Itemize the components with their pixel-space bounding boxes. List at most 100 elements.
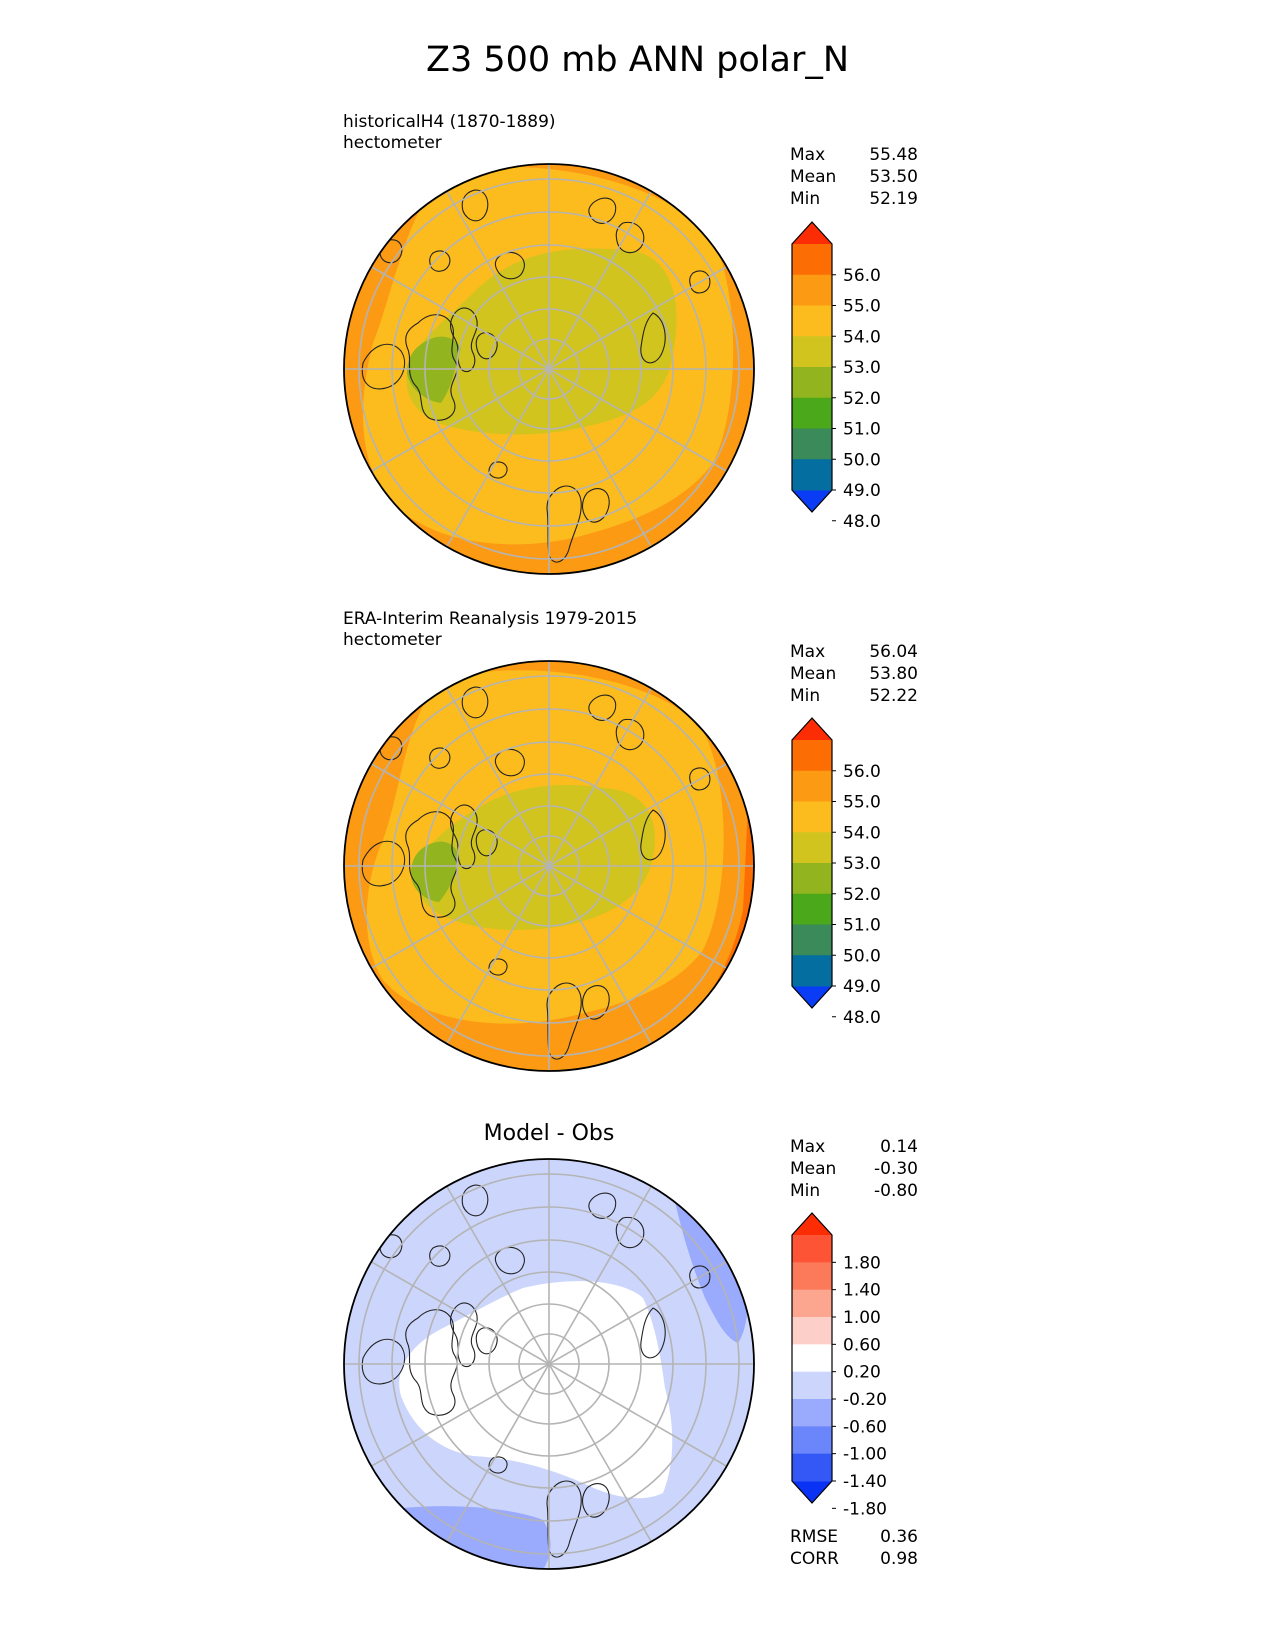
panel1-colorbar-swatch xyxy=(792,459,832,491)
panel3-colorbar-swatch xyxy=(792,1399,832,1427)
panel3-colorbar-tick-label: 1.80 xyxy=(843,1253,881,1273)
panel3-colorbar-swatch xyxy=(792,1371,832,1400)
panel1-min-value: 52.19 xyxy=(869,189,918,209)
panel2-colorbar-swatch xyxy=(792,863,832,895)
panel3-title: Model - Obs xyxy=(483,1121,615,1146)
panel2-colorbar: 56.0 55.0 54.0 53.0 52.0 51.0 50.0 49.0 48.0 xyxy=(791,717,881,1028)
panel2-colorbar-swatch xyxy=(792,801,832,833)
panel3-colorbar-swatch xyxy=(792,1235,832,1263)
panel3-metrics: RMSE 0.36 CORR 0.98 xyxy=(790,1526,918,1570)
panel3-corr-label: CORR xyxy=(790,1549,839,1569)
panel1-mean-value: 53.50 xyxy=(869,167,918,187)
panel1-stats: Max 55.48 Mean 53.50 Min 52.19 xyxy=(790,144,918,210)
panel1-max-value: 55.48 xyxy=(869,145,918,165)
panel2-colorbar-extend-bottom xyxy=(792,986,832,1008)
panel3-colorbar-swatch xyxy=(792,1317,832,1345)
panel1-colorbar-tick-label: 51.0 xyxy=(843,420,881,440)
panel3-colorbar-swatch xyxy=(792,1426,832,1455)
panel3-colorbar-tick-label: -0.60 xyxy=(843,1417,887,1437)
panel3-colorbar-extend-bottom xyxy=(792,1481,832,1503)
panel2-colorbar-swatch xyxy=(792,924,832,956)
panel1-colorbar-swatch xyxy=(792,336,832,368)
panel3-map-border xyxy=(343,1158,755,1570)
panel3-colorbar-tick-label: -1.40 xyxy=(843,1472,887,1492)
panel1-case-label: historicalH4 (1870-1889) xyxy=(343,112,556,132)
panel1-colorbar-swatch xyxy=(792,397,832,429)
panel1-field-band-51 xyxy=(407,336,461,403)
panel3-min-value: -0.80 xyxy=(874,1181,918,1201)
panel2-colorbar-tick-label: 51.0 xyxy=(843,916,881,936)
panel3-colorbar-tick-label: 1.40 xyxy=(843,1281,881,1301)
panel2-colorbar-swatch xyxy=(792,893,832,925)
panel2-colorbar-swatch xyxy=(792,740,832,772)
panel3-field-band-minus-1.0-east xyxy=(673,1193,748,1343)
panel3-colorbar-swatch xyxy=(792,1262,832,1291)
panel3-colorbar-tick-label: -1.00 xyxy=(843,1445,887,1465)
panel3-colorbar: 1.80 1.40 1.00 0.60 0.20 -0.20 -0.60 -1.00 -1.40… xyxy=(791,1212,887,1519)
panel2-mean-value: 53.80 xyxy=(869,664,918,684)
panel2-graticule xyxy=(344,661,754,1071)
panel3-colorbar-tick-label: -1.80 xyxy=(843,1499,887,1519)
panel1-colorbar-tick-label: 56.0 xyxy=(843,266,881,286)
panel1-colorbar-swatch xyxy=(792,428,832,460)
panel1-colorbar-swatch xyxy=(792,305,832,337)
panel3-colorbar-tick-label: 0.60 xyxy=(843,1335,881,1355)
panel1-colorbar-extend-bottom xyxy=(792,490,832,512)
panel1-colorbar: 56.0 55.0 54.0 53.0 52.0 51.0 50.0 49.0 48.0 xyxy=(791,221,881,532)
panel1-colorbar-tick-label: 48.0 xyxy=(843,512,881,532)
panel1-graticule xyxy=(344,164,754,574)
panel2-colorbar-swatch xyxy=(792,832,832,864)
panel3-corr-value: 0.98 xyxy=(880,1549,918,1569)
panel3-rmse-label: RMSE xyxy=(790,1527,839,1547)
panel2-colorbar-tick-label: 50.0 xyxy=(843,946,881,966)
panel3-max-label: Max xyxy=(790,1137,826,1157)
panel1-mean-label: Mean xyxy=(790,167,837,187)
panel2-min-label: Min xyxy=(790,686,821,706)
panel3-min-label: Min xyxy=(790,1181,821,1201)
panel2-map-border xyxy=(343,660,755,1072)
panel1-max-label: Max xyxy=(790,145,826,165)
panel1-colorbar-tick-label: 55.0 xyxy=(843,297,881,317)
panel1-colorbar-tick-label: 49.0 xyxy=(843,481,881,501)
panel2-min-value: 52.22 xyxy=(869,686,918,706)
panel1-colorbar-tick-label: 54.0 xyxy=(843,327,881,347)
panel1-header: historicalH4 (1870-1889) hectometer xyxy=(343,112,556,154)
panel2-max-label: Max xyxy=(790,642,826,662)
panel2-colorbar-tick-label: 56.0 xyxy=(843,762,881,782)
panel1-colorbar-extend-top xyxy=(792,222,832,244)
panel1-colorbar-swatch xyxy=(792,274,832,306)
panel2-colorbar-tick-label: 53.0 xyxy=(843,854,881,874)
panel3-coastlines xyxy=(361,1184,711,1558)
panel3-colorbar-tick-label: 0.20 xyxy=(843,1363,881,1383)
panel1-colorbar-tick-label: 52.0 xyxy=(843,389,881,409)
panel2-stats: Max 56.04 Mean 53.80 Min 52.22 xyxy=(790,641,918,707)
panel2-field-band-51 xyxy=(411,841,459,902)
figure-title: Z3 500 mb ANN polar_N xyxy=(425,40,850,80)
panel2-colorbar-tick-label: 49.0 xyxy=(843,977,881,997)
panel2-units-label: hectometer xyxy=(343,630,442,650)
panel2-colorbar-swatch xyxy=(792,955,832,987)
panel2-colorbar-extend-top xyxy=(792,718,832,740)
panel3-stats: Max 0.14 Mean -0.30 Min -0.80 xyxy=(790,1136,918,1202)
panel3-polar-map xyxy=(343,1158,755,1570)
panel3-colorbar-swatch xyxy=(792,1453,832,1482)
panel2-header: ERA-Interim Reanalysis 1979-2015 hectome… xyxy=(343,609,637,651)
panel1-polar-map xyxy=(343,163,755,575)
panel1-min-label: Min xyxy=(790,189,821,209)
panel1-colorbar-tick-label: 53.0 xyxy=(843,358,881,378)
panel2-mean-label: Mean xyxy=(790,664,837,684)
panel3-colorbar-tick-label: 1.00 xyxy=(843,1308,881,1328)
panel2-polar-map xyxy=(343,660,755,1072)
panel1-colorbar-swatch xyxy=(792,244,832,276)
panel3-colorbar-swatch xyxy=(792,1344,832,1373)
panel3-field-band-minus-1.0-south xyxy=(403,1506,551,1569)
panel2-colorbar-swatch xyxy=(792,770,832,802)
panel2-colorbar-tick-label: 48.0 xyxy=(843,1008,881,1028)
panel3-colorbar-swatch xyxy=(792,1289,832,1318)
panel3-mean-label: Mean xyxy=(790,1159,837,1179)
panel1-colorbar-tick-label: 50.0 xyxy=(843,450,881,470)
panel3-rmse-value: 0.36 xyxy=(880,1527,918,1547)
panel3-colorbar-tick-label: -0.20 xyxy=(843,1390,887,1410)
panel2-colorbar-tick-label: 55.0 xyxy=(843,793,881,813)
panel1-field-band-52 xyxy=(406,248,677,435)
